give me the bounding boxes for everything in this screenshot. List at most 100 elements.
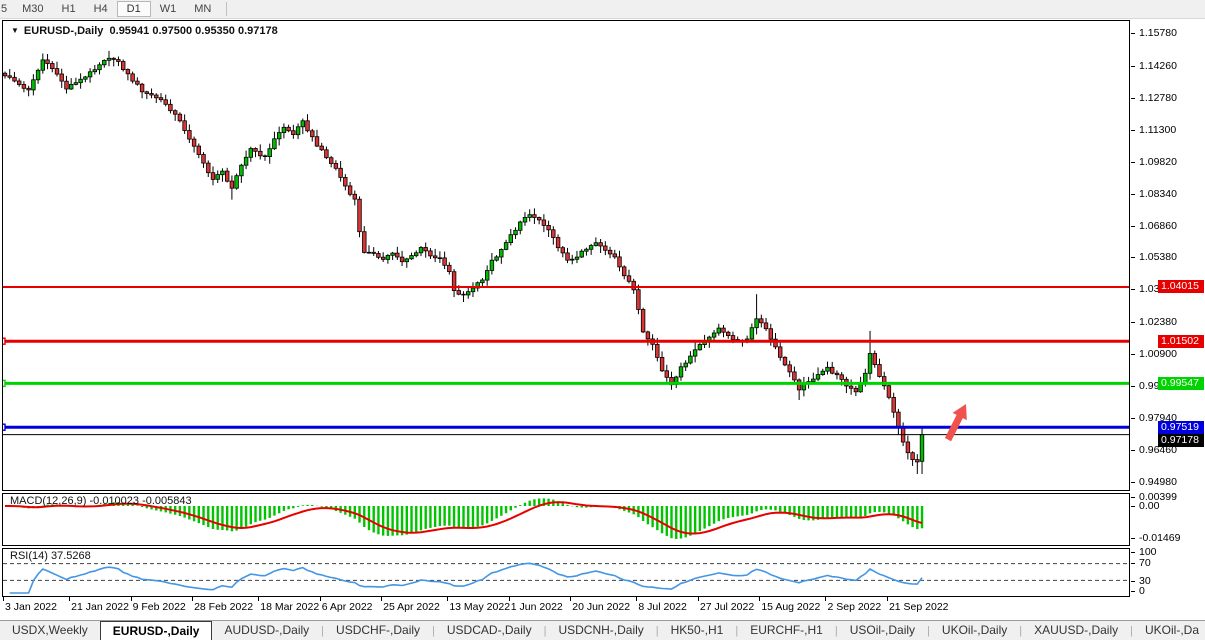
indicator-axis-tick (1131, 538, 1135, 539)
indicator-axis-tick (1131, 591, 1135, 592)
chart-tabs: USDX,Weekly EURUSD-,Daily AUDUSD-,Daily | US… (0, 621, 1205, 640)
price-label-0.97519: 0.97519 (1158, 421, 1204, 434)
price-axis-tick-label: 1.02380 (1139, 316, 1177, 328)
price-label-1.01502: 1.01502 (1158, 335, 1204, 348)
price-axis-tick-label: 1.09820 (1139, 156, 1177, 168)
chart-tab-usoil-daily[interactable]: USOil-,Daily (849, 623, 916, 637)
chart-tab-eurchf-h1[interactable]: EURCHF-,H1 (750, 623, 823, 637)
timeframe-H4-button[interactable]: H4 (93, 3, 108, 15)
price-axis-tick (1131, 66, 1135, 67)
indicator-axis-tick (1131, 563, 1135, 564)
indicator-axis-label: -0.01469 (1139, 532, 1181, 544)
time-axis-label: 8 Jul 2022 (638, 601, 687, 613)
price-axis: 1.15780 1.14260 1.12780 1.11300 1.09820 1.083… (1130, 20, 1205, 597)
hline-handle[interactable] (3, 423, 6, 431)
price-axis-tick (1131, 354, 1135, 355)
price-axis-tick-label: 1.06860 (1139, 220, 1177, 232)
time-axis-label: 13 May 2022 (449, 601, 511, 613)
price-axis-tick (1131, 226, 1135, 227)
macd-signal-line (5, 501, 923, 535)
price-label-0.99547: 0.99547 (1158, 377, 1204, 390)
time-axis-tick (258, 597, 260, 601)
chart-tab-ukoil-daily[interactable]: UKOil-,Daily (941, 623, 1008, 637)
tab-separator: | (543, 624, 547, 637)
time-axis-label: 20 Jun 2022 (572, 601, 631, 613)
timeframe-toolbar: 5 M30 H1 H4 D1 W1 MN (0, 0, 1205, 19)
timeframe-buttons: 5 M30 H1 H4 D1 W1 MN (0, 1, 220, 17)
time-axis-label: 2 Sep 2022 (827, 601, 882, 613)
tab-separator: | (432, 624, 435, 637)
price-axis-tick (1131, 418, 1135, 419)
price-axis-tick (1131, 482, 1135, 483)
hline-0.99547[interactable] (3, 379, 1129, 388)
timeframe-5-button[interactable]: 5 (1, 3, 8, 15)
price-axis-tick-label: 0.96460 (1139, 444, 1177, 456)
price-axis-tick (1131, 130, 1135, 131)
indicator-axis-tick (1131, 552, 1135, 553)
time-axis-label: 28 Feb 2022 (194, 601, 254, 613)
candlestick-chart (3, 50, 1129, 474)
trend-arrow-icon[interactable] (944, 404, 967, 442)
symbol-dropdown-icon[interactable]: ▼ (11, 26, 19, 35)
indicator-axis-tick (1131, 506, 1135, 507)
chart-tab-ukoil-da[interactable]: UKOil-,Da (1145, 623, 1200, 637)
price-chart-panel: ▼ EURUSD-,Daily 0.95941 0.97500 0.95350 0… (2, 20, 1130, 491)
time-axis-label: 15 Aug 2022 (761, 601, 821, 613)
price-axis-tick-label: 1.15780 (1139, 27, 1177, 39)
macd-values: -0.010023 -0.005843 (89, 495, 192, 507)
chart-symbol-label: EURUSD-,Daily (23, 25, 104, 37)
time-axis-tick (192, 597, 194, 601)
chart-tabs-bar: USDX,Weekly EURUSD-,Daily AUDUSD-,Daily | US… (0, 620, 1205, 640)
timeframe-W1-button[interactable]: W1 (159, 3, 177, 15)
timeframe-M30-button[interactable]: M30 (22, 3, 44, 15)
time-axis-tick (319, 597, 321, 601)
hline-handle[interactable] (3, 337, 6, 345)
time-axis-label: 3 Jan 2022 (5, 601, 57, 613)
hline-0.97519[interactable] (3, 423, 1129, 431)
price-axis-tick (1131, 98, 1135, 99)
chart-tab-usdchf-daily[interactable]: USDCHF-,Daily (336, 623, 421, 637)
indicator-axis-tick (1131, 497, 1135, 498)
chart-tab-usdcad-daily[interactable]: USDCAD-,Daily (446, 623, 532, 637)
timeframe-D1-button[interactable]: D1 (116, 1, 151, 17)
indicator-axis-label: 30 (1139, 575, 1151, 587)
price-axis-tick-label: 1.08340 (1139, 188, 1177, 200)
indicator-axis-label: 100 (1139, 546, 1157, 558)
indicator-axis-label: 0 (1139, 585, 1145, 597)
price-axis-tick (1131, 33, 1135, 34)
price-axis-tick (1131, 257, 1135, 258)
tab-separator: | (927, 624, 930, 637)
time-axis: 3 Jan 2022 21 Jan 2022 9 Feb 2022 28 Feb 20… (2, 597, 1205, 618)
tab-separator: | (321, 624, 325, 637)
tab-separator: | (655, 624, 659, 637)
chart-tab-hk50-h1[interactable]: HK50-,H1 (670, 623, 724, 637)
tab-separator: | (834, 624, 838, 637)
time-axis-tick (130, 597, 132, 601)
timeframe-MN-button[interactable]: MN (194, 3, 212, 15)
hline-handle[interactable] (3, 379, 6, 388)
chart-tab-usdcnh-daily[interactable]: USDCNH-,Daily (558, 623, 644, 637)
time-axis-label: 21 Jan 2022 (71, 601, 129, 613)
chart-tab-eurusd-daily[interactable]: EURUSD-,Daily (99, 621, 213, 640)
price-axis-tick (1131, 450, 1135, 451)
indicator-axis-label: 0.00 (1139, 500, 1160, 512)
timeframe-H1-button[interactable]: H1 (61, 3, 76, 15)
tab-separator: | (735, 624, 739, 637)
time-axis-tick (447, 597, 449, 601)
time-axis-label: 1 Jun 2022 (510, 601, 563, 613)
price-label-1.04015: 1.04015 (1158, 280, 1204, 293)
hline-1.01502[interactable] (3, 337, 1129, 345)
chart-tab-usdx-weekly[interactable]: USDX,Weekly (12, 623, 88, 637)
price-axis-tick-label: 1.00900 (1139, 348, 1177, 360)
rsi-value: 37.5268 (50, 550, 91, 562)
chart-tab-xauusd-daily[interactable]: XAUUSD-,Daily (1034, 623, 1119, 637)
time-axis-label: 18 Mar 2022 (260, 601, 320, 613)
price-axis-tick-label: 0.94980 (1139, 476, 1177, 488)
indicator-axis-tick (1131, 581, 1135, 582)
macd-chart (5, 498, 924, 539)
indicator-axis-label: 0.00399 (1139, 491, 1177, 503)
price-axis-tick (1131, 386, 1135, 387)
time-axis-tick (3, 597, 4, 601)
macd-indicator-panel: MACD(12,26,9) -0.010023 -0.005843 (2, 493, 1130, 546)
chart-tab-audusd-daily[interactable]: AUDUSD-,Daily (224, 623, 310, 637)
